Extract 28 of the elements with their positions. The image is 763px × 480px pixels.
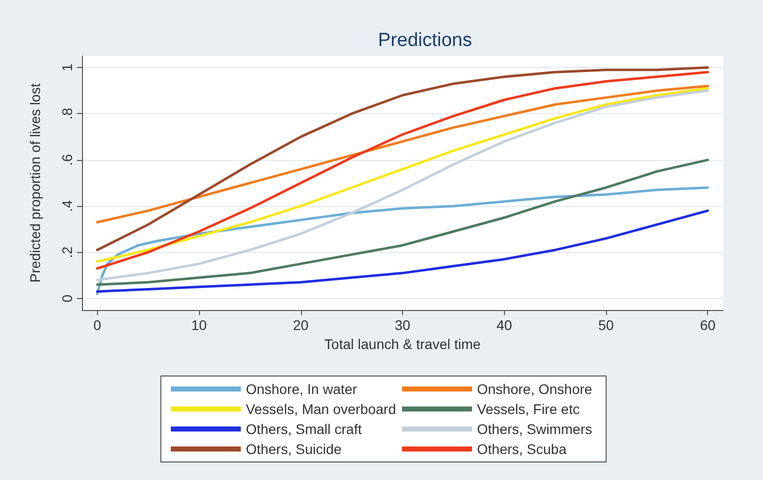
legend-label: Onshore, Onshore xyxy=(477,381,592,397)
chart-title: Predictions xyxy=(378,30,472,51)
line-series xyxy=(96,84,709,224)
x-tick-label: 30 xyxy=(394,317,410,333)
x-tick-label: 40 xyxy=(496,317,512,333)
x-tick-label: 50 xyxy=(598,317,614,333)
legend-label: Others, Scuba xyxy=(477,441,567,457)
legend-label: Vessels, Fire etc xyxy=(477,401,580,417)
legend-label: Onshore, In water xyxy=(246,381,358,397)
legend-label: Others, Suicide xyxy=(246,441,342,457)
legend-label: Vessels, Man overboard xyxy=(246,401,396,417)
y-tick-label: .8 xyxy=(59,108,75,120)
line-series xyxy=(96,186,709,296)
y-axis-title: Predicted proportion of lives lost xyxy=(27,83,43,283)
line-series xyxy=(96,209,709,293)
x-tick-label: 60 xyxy=(700,317,716,333)
x-tick-label: 0 xyxy=(93,317,102,333)
legend-label: Others, Small craft xyxy=(246,421,362,437)
x-axis-title: Total launch & travel time xyxy=(324,336,481,352)
x-tick-label: 20 xyxy=(292,317,309,333)
y-tick-label: 0 xyxy=(59,294,75,302)
y-tick-label: 1 xyxy=(59,63,75,72)
legend-label: Others, Swimmers xyxy=(477,421,592,437)
x-tick-label: 10 xyxy=(191,317,208,333)
y-tick-label: .6 xyxy=(59,154,75,166)
y-tick-label: .2 xyxy=(59,246,75,258)
line-series xyxy=(96,158,709,286)
y-tick-label: .4 xyxy=(59,200,75,212)
